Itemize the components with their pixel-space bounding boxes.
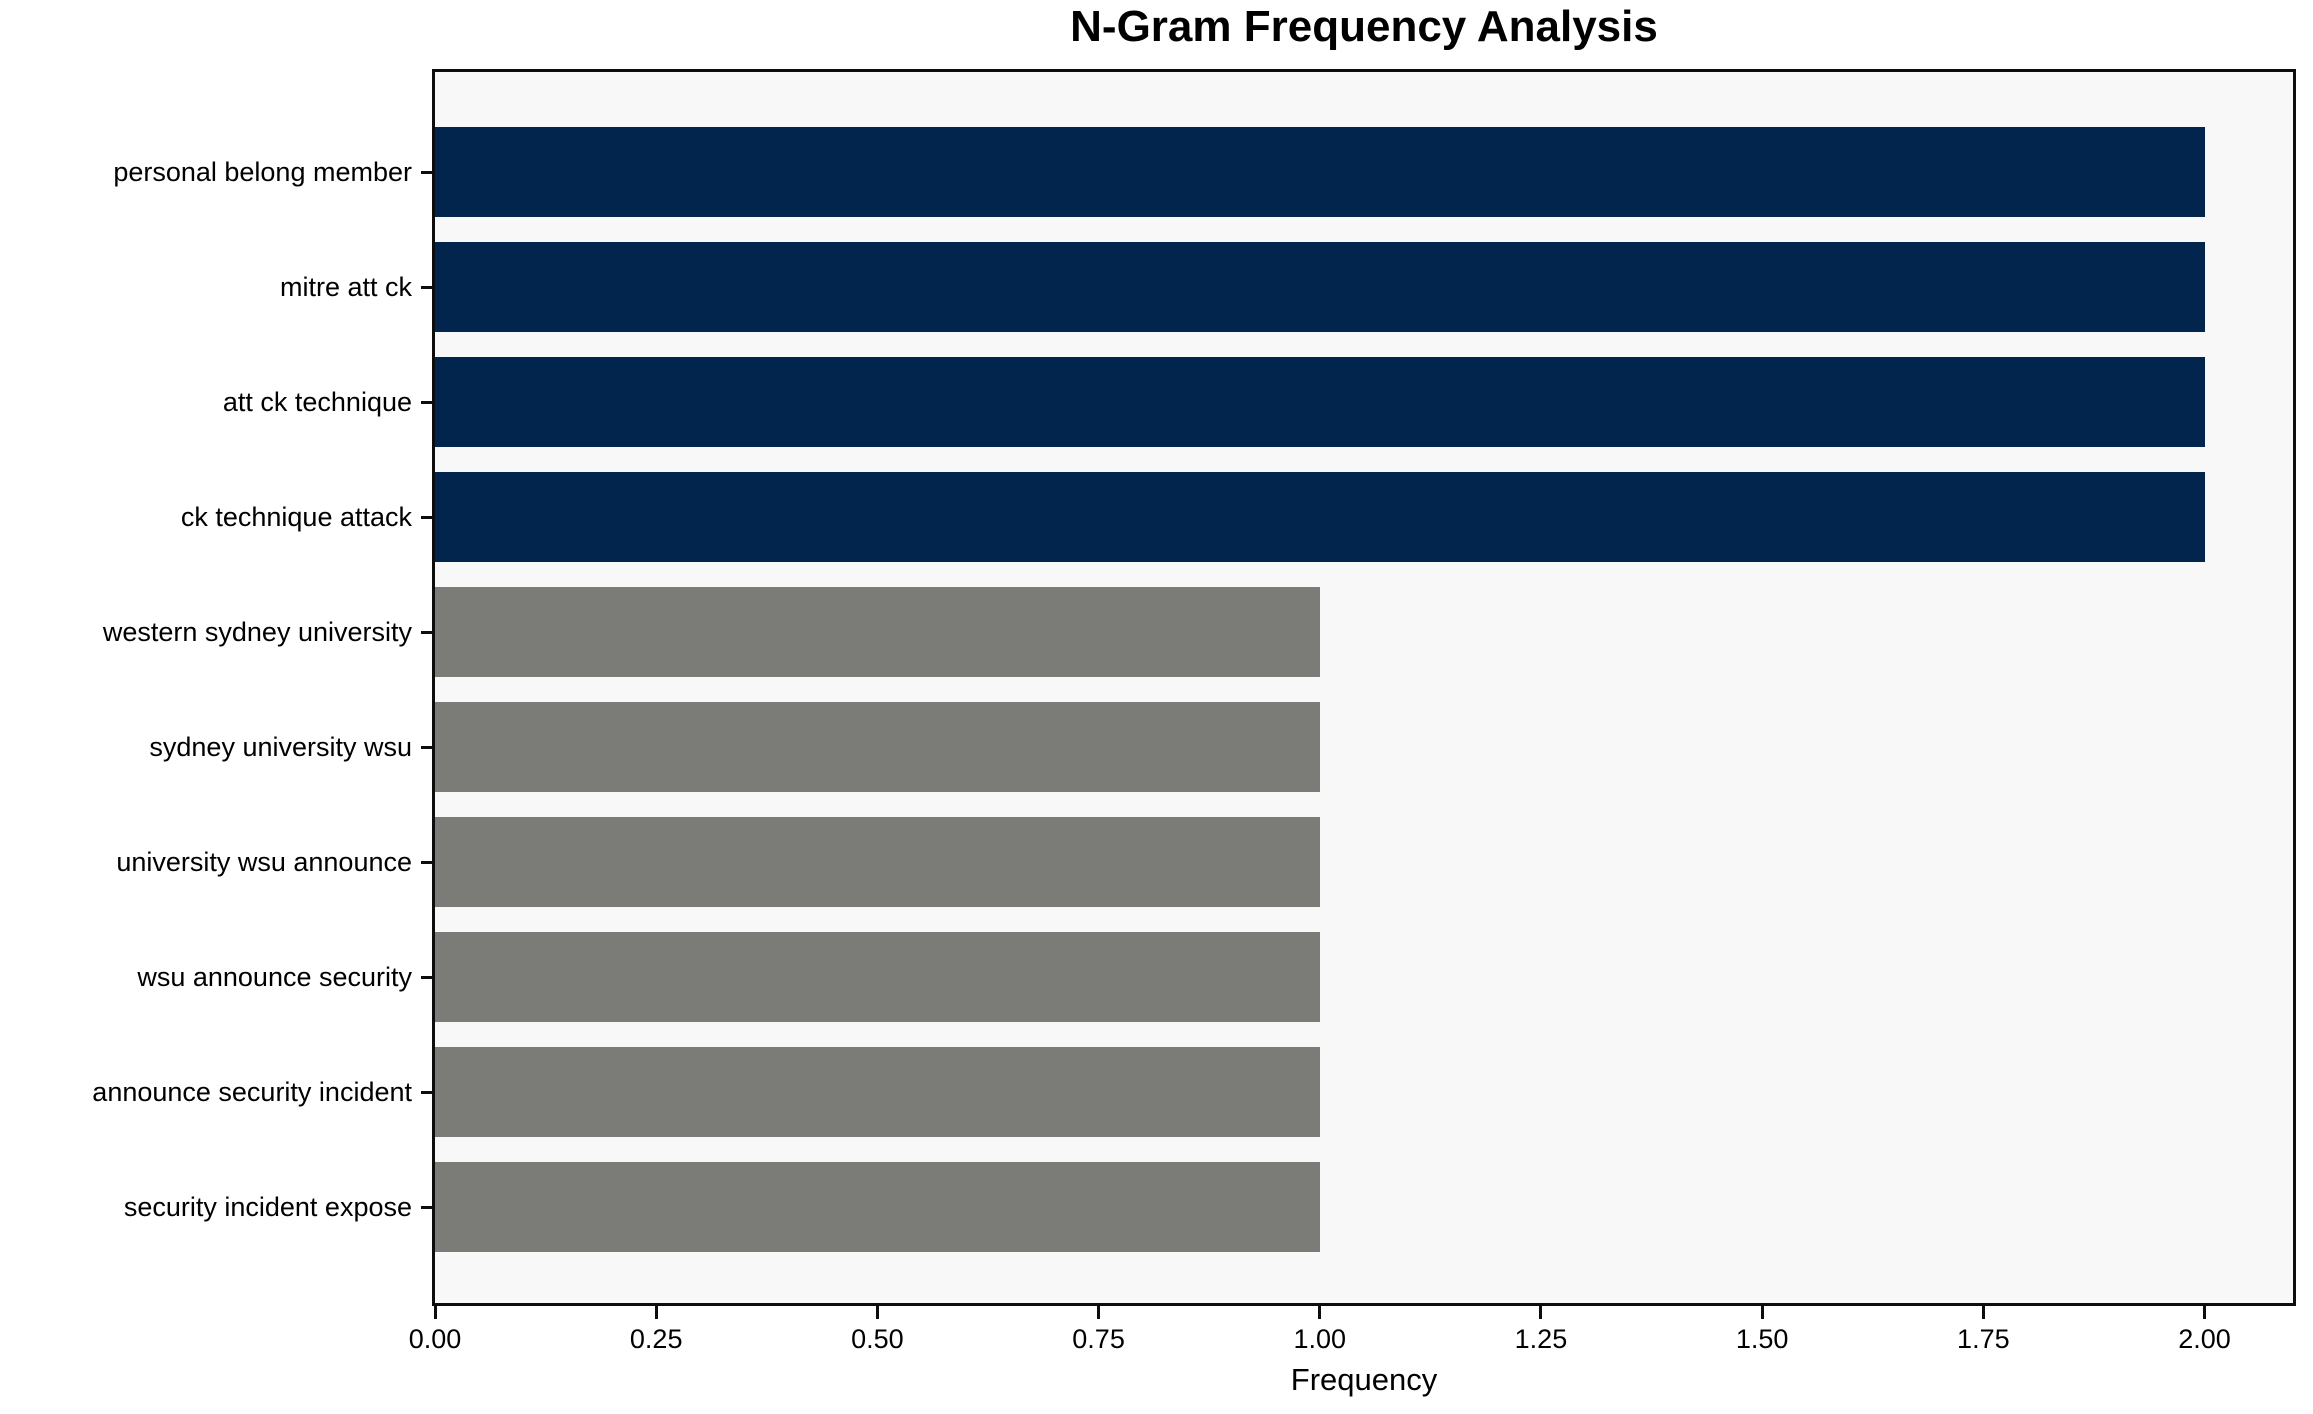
category-label: western sydney university bbox=[102, 616, 412, 647]
x-tick-label: 1.50 bbox=[1735, 1324, 1789, 1354]
x-tick-label: 0.75 bbox=[1072, 1324, 1125, 1354]
x-tick-label: 0.50 bbox=[851, 1324, 904, 1354]
frequency-bar bbox=[435, 472, 2205, 562]
category-label: mitre att ck bbox=[279, 271, 412, 302]
category-label: wsu announce security bbox=[137, 961, 412, 992]
y-tick-mark bbox=[421, 1090, 434, 1094]
category-label: ck technique attack bbox=[180, 501, 412, 532]
x-tick-mark bbox=[654, 1306, 658, 1319]
x-tick-mark bbox=[1097, 1306, 1101, 1319]
frequency-bar bbox=[435, 587, 1320, 677]
category-label: announce security incident bbox=[92, 1076, 412, 1107]
y-tick-mark bbox=[421, 860, 434, 864]
x-tick-label: 1.00 bbox=[1293, 1324, 1347, 1354]
category-label: university wsu announce bbox=[116, 846, 412, 877]
x-axis-label: Frequency bbox=[1290, 1362, 1438, 1397]
frequency-bar bbox=[435, 1047, 1320, 1137]
x-tick-label: 1.75 bbox=[1957, 1324, 2010, 1354]
x-tick-mark bbox=[875, 1306, 879, 1319]
y-tick-mark bbox=[421, 1205, 434, 1209]
plot-area bbox=[432, 69, 2296, 1306]
x-tick-mark bbox=[1539, 1306, 1543, 1319]
x-tick-label: 1.25 bbox=[1514, 1324, 1568, 1354]
y-tick-mark bbox=[421, 285, 434, 289]
category-label: att ck technique bbox=[222, 386, 412, 417]
frequency-bar bbox=[435, 357, 2205, 447]
frequency-bar bbox=[435, 1162, 1320, 1252]
y-tick-mark bbox=[421, 515, 434, 519]
y-tick-mark bbox=[421, 170, 434, 174]
frequency-bar bbox=[435, 817, 1320, 907]
x-tick-mark bbox=[1981, 1306, 1985, 1319]
x-tick-mark bbox=[433, 1306, 437, 1319]
frequency-bar bbox=[435, 932, 1320, 1022]
x-tick-label: 0.00 bbox=[408, 1324, 462, 1354]
category-label: sydney university wsu bbox=[149, 731, 412, 762]
category-label: security incident expose bbox=[123, 1191, 412, 1222]
x-tick-mark bbox=[1760, 1306, 1764, 1319]
y-tick-mark bbox=[421, 745, 434, 749]
y-tick-mark bbox=[421, 975, 434, 979]
y-tick-mark bbox=[421, 400, 434, 404]
frequency-bar bbox=[435, 242, 2205, 332]
x-tick-mark bbox=[1318, 1306, 1322, 1319]
category-label: personal belong member bbox=[113, 156, 412, 187]
x-tick-label: 0.25 bbox=[629, 1324, 683, 1354]
x-tick-label: 2.00 bbox=[2178, 1324, 2231, 1354]
frequency-bar bbox=[435, 702, 1320, 792]
frequency-bar bbox=[435, 127, 2205, 217]
chart-title: N-Gram Frequency Analysis bbox=[1070, 2, 1658, 51]
x-tick-mark bbox=[2203, 1306, 2207, 1319]
y-tick-mark bbox=[421, 630, 434, 634]
